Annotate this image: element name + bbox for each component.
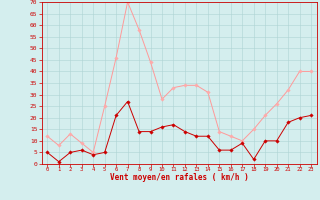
X-axis label: Vent moyen/en rafales ( km/h ): Vent moyen/en rafales ( km/h ): [110, 173, 249, 182]
